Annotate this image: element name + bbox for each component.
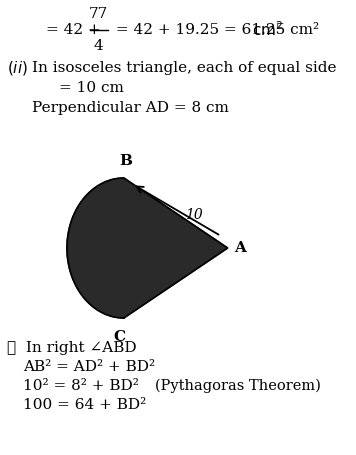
Text: 77: 77 [89,7,108,21]
Text: = 10 cm: = 10 cm [59,81,124,95]
Text: A: A [234,241,246,255]
Text: 100 = 64 + BD²: 100 = 64 + BD² [23,398,147,412]
Text: $\mathrm{cm}^2$: $\mathrm{cm}^2$ [252,20,283,39]
Text: (Pythagoras Theorem): (Pythagoras Theorem) [155,379,321,393]
Text: 10: 10 [185,208,203,222]
Text: ∴  In right ∠ABD: ∴ In right ∠ABD [7,341,136,355]
Text: 4: 4 [94,39,104,53]
Text: = 42 +: = 42 + [46,23,106,37]
Polygon shape [67,178,227,318]
Text: In isosceles triangle, each of equal side: In isosceles triangle, each of equal sid… [32,61,336,75]
Text: B: B [119,154,132,168]
Text: Perpendicular AD = 8 cm: Perpendicular AD = 8 cm [32,101,229,115]
Text: $\mathit{(ii)}$: $\mathit{(ii)}$ [7,59,28,77]
Text: AB² = AD² + BD²: AB² = AD² + BD² [23,360,156,374]
Text: = 42 + 19.25 = 61.25 cm²: = 42 + 19.25 = 61.25 cm² [111,23,319,37]
Text: 10² = 8² + BD²: 10² = 8² + BD² [23,379,139,393]
Text: C: C [114,330,126,344]
